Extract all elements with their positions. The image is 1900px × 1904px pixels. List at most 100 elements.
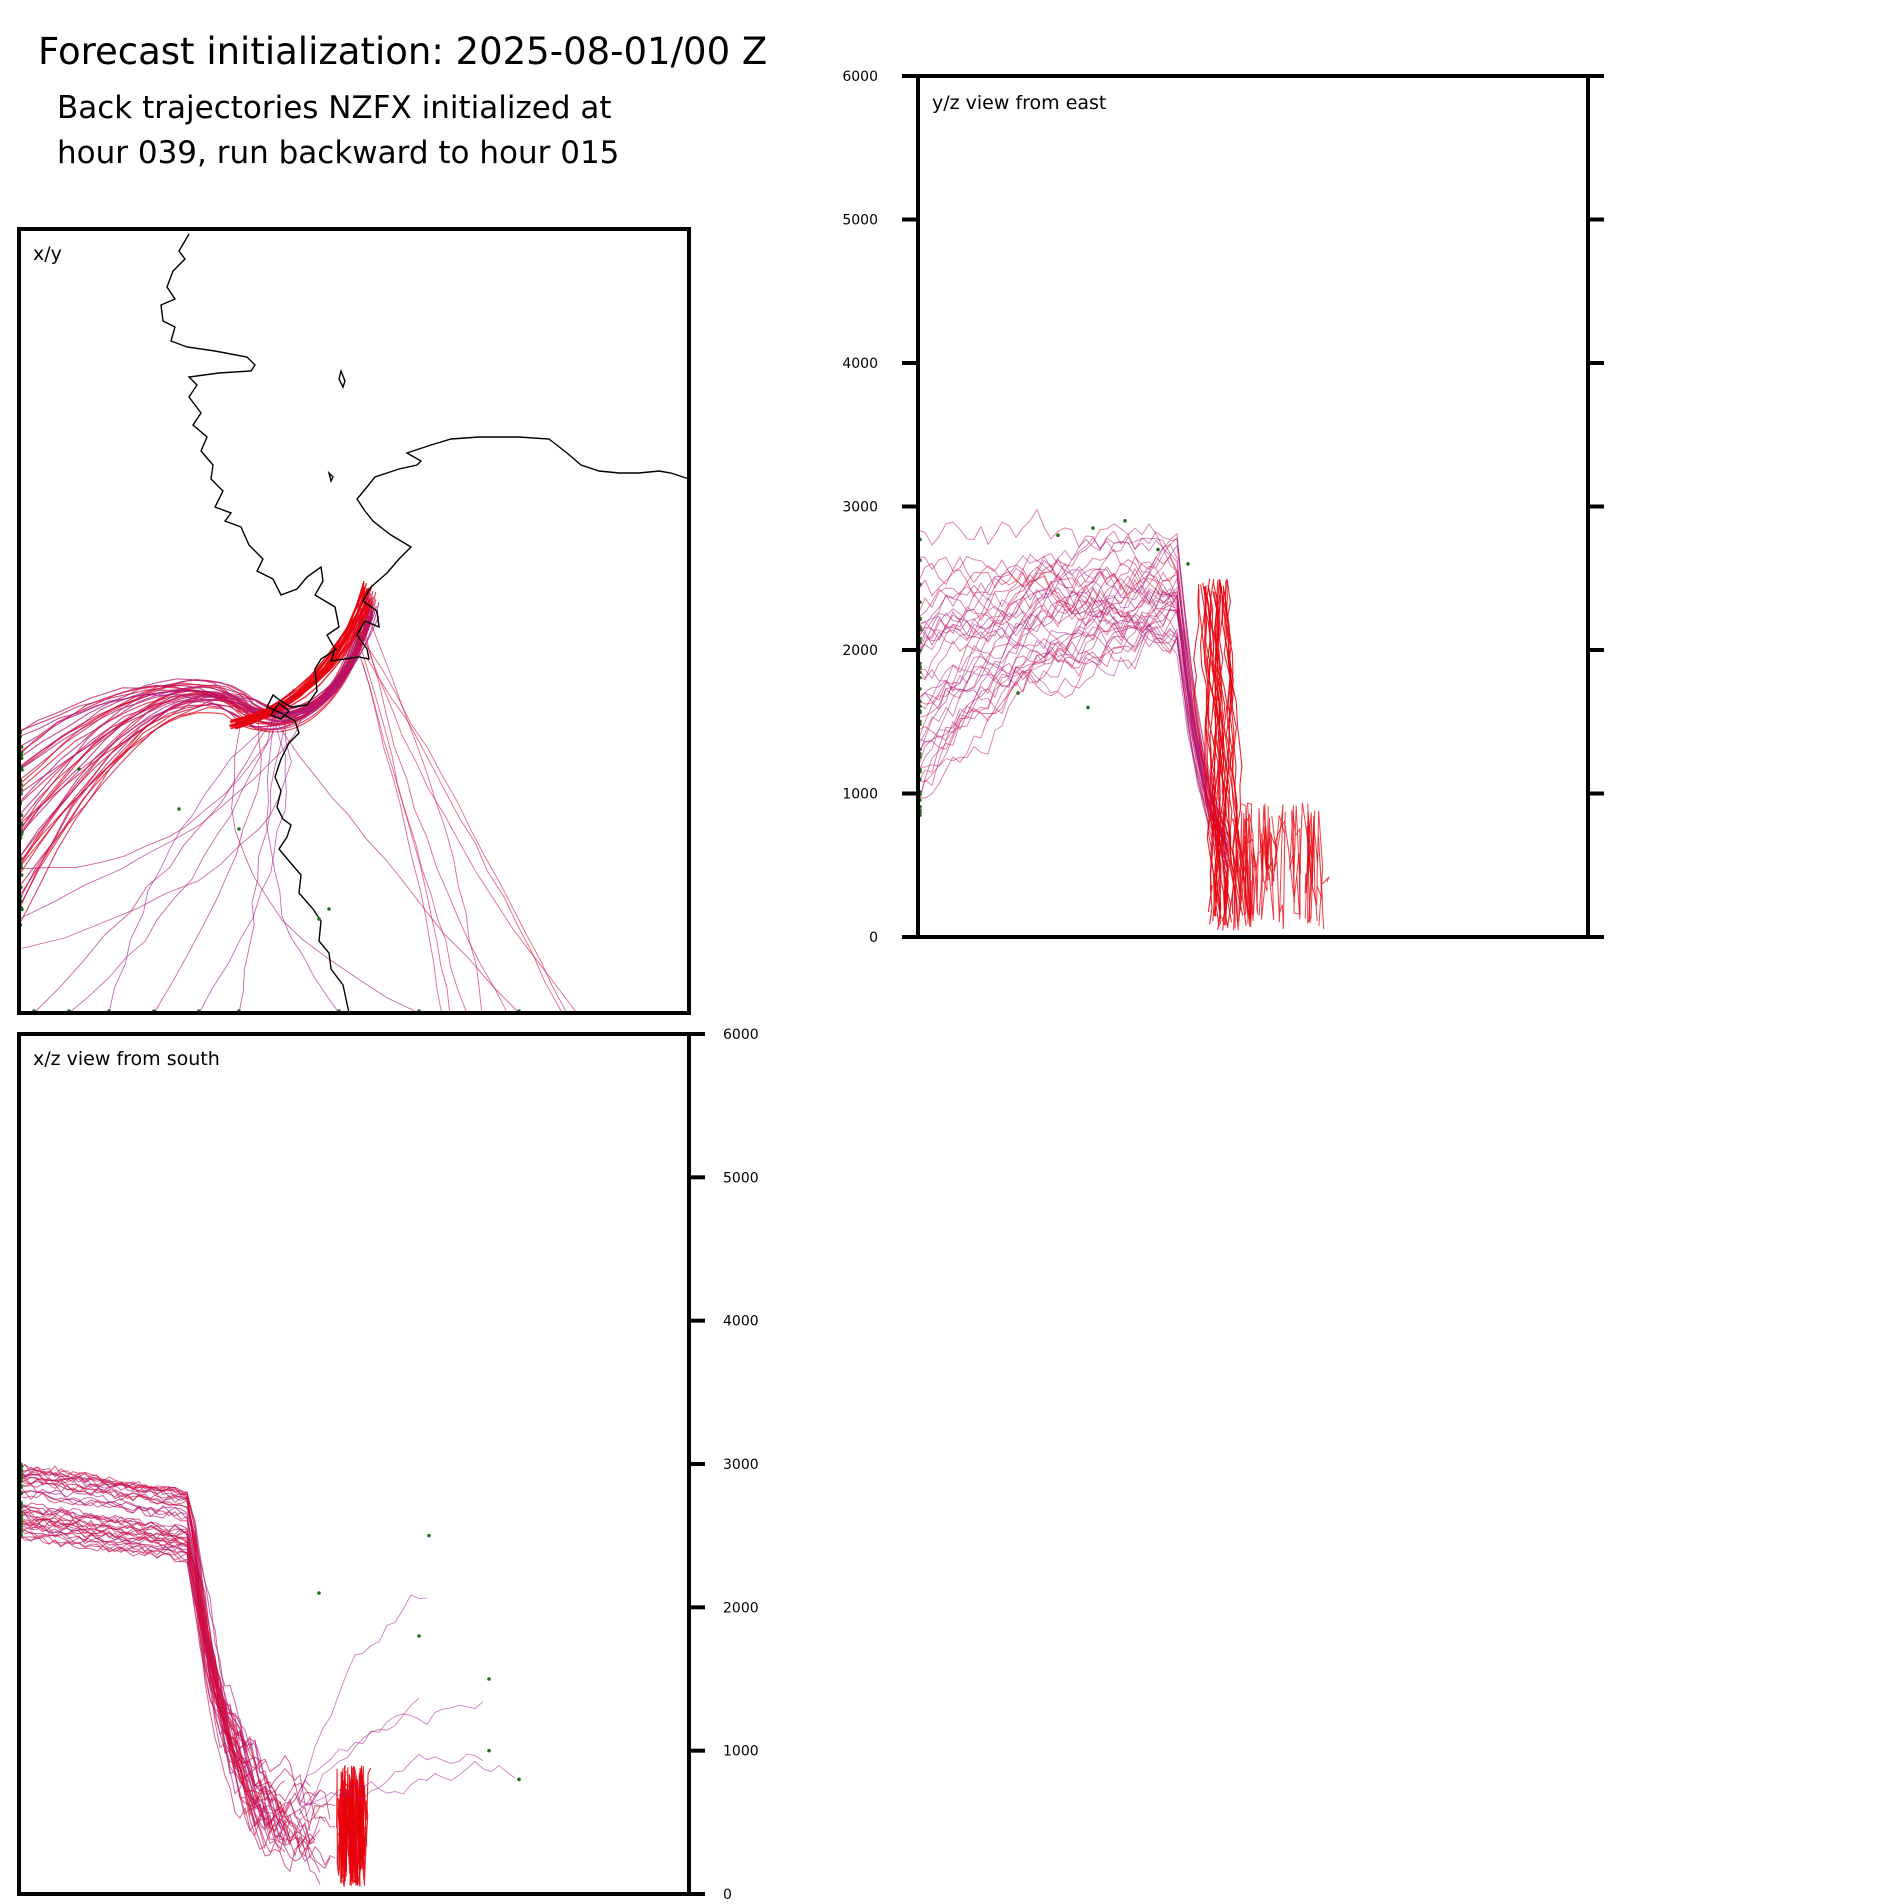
coastline bbox=[160, 233, 690, 1014]
xz-start-marker bbox=[317, 1591, 321, 1595]
xy-trajectory bbox=[18, 721, 292, 950]
yz-start-marker bbox=[1091, 526, 1095, 530]
y-tick-label: 5000 bbox=[842, 213, 878, 229]
yz-trajectory bbox=[917, 543, 1229, 834]
xz-trajectory bbox=[19, 1511, 286, 1842]
xz-trajectory bbox=[18, 1483, 271, 1824]
xz-start-markers bbox=[19, 1462, 521, 1782]
xy-trajectory bbox=[18, 604, 360, 908]
xy-trajectory bbox=[18, 616, 371, 910]
xy-trajectory bbox=[198, 725, 287, 1014]
xy-start-marker bbox=[327, 907, 331, 911]
xy-trajectory bbox=[153, 711, 262, 1014]
xz-trajectory bbox=[18, 1516, 316, 1873]
xy-trajectory bbox=[265, 701, 340, 1014]
xz-trajectory bbox=[18, 1472, 291, 1837]
xy-trajectory bbox=[33, 701, 285, 1014]
y-tick-label: 2000 bbox=[842, 643, 878, 659]
xy-trajectory bbox=[231, 698, 420, 1014]
xz-start-marker bbox=[517, 1777, 521, 1782]
yz-start-marker bbox=[1056, 533, 1060, 537]
xy-trajectory bbox=[18, 614, 374, 902]
yz-trajectory bbox=[1202, 582, 1239, 922]
xy-trajectory bbox=[270, 710, 520, 1014]
yz-trajectory bbox=[1246, 802, 1256, 927]
xy-trajectory bbox=[18, 599, 377, 781]
yz-trajectory bbox=[1245, 807, 1264, 924]
yz-trajectory bbox=[1232, 804, 1243, 927]
yz-trajectory bbox=[917, 615, 1229, 871]
xz-trajectory bbox=[298, 1701, 484, 1792]
xz-trajectory bbox=[18, 1520, 311, 1851]
xy-trajectory bbox=[365, 656, 562, 1012]
y-tick-label: 3000 bbox=[842, 500, 878, 516]
figure-subtitle-line1: Back trajectories NZFX initialized at bbox=[57, 90, 612, 126]
xy-trajectory bbox=[108, 729, 263, 1014]
y-tick-label: 2000 bbox=[723, 1600, 759, 1616]
yz-trajectory bbox=[917, 582, 1229, 841]
yz-trajectory bbox=[917, 538, 1229, 844]
yz-trajectory bbox=[1271, 804, 1284, 923]
yz-y-axis: 0 1000 2000 3000 4000 5000 6000 bbox=[842, 69, 1604, 946]
yz-trajectory bbox=[1204, 586, 1220, 917]
yz-trajectory bbox=[917, 586, 1229, 859]
xy-trajectory bbox=[356, 631, 451, 1014]
xz-trajectory bbox=[18, 1517, 286, 1817]
xz-trajectory bbox=[18, 1478, 301, 1843]
xy-start-marker bbox=[20, 768, 24, 772]
yz-trajectory bbox=[1253, 808, 1263, 915]
y-tick-label: 6000 bbox=[723, 1027, 759, 1043]
xz-trajectory bbox=[18, 1492, 321, 1806]
xz-trajectory bbox=[18, 1536, 261, 1816]
xz-trajectory bbox=[18, 1535, 331, 1820]
xz-start-marker bbox=[487, 1677, 491, 1681]
yz-start-marker bbox=[1186, 562, 1190, 566]
xy-panel-label: x/y bbox=[33, 243, 62, 265]
xz-trajectory bbox=[18, 1506, 266, 1801]
xz-trajectory bbox=[361, 1766, 366, 1870]
xz-y-axis: 0 1000 2000 3000 4000 5000 6000 bbox=[689, 1027, 759, 1903]
yz-trajectory bbox=[917, 605, 1229, 857]
xz-trajectory bbox=[344, 1774, 354, 1874]
yz-trajectory bbox=[917, 567, 1229, 877]
yz-start-marker bbox=[1156, 547, 1160, 552]
yz-trajectory bbox=[1307, 803, 1318, 922]
yz-trajectory bbox=[917, 537, 1229, 847]
y-tick-label: 1000 bbox=[723, 1744, 759, 1760]
xz-trajectories bbox=[18, 1463, 516, 1887]
yz-trajectory bbox=[1292, 805, 1301, 874]
yz-trajectory bbox=[1220, 586, 1244, 916]
y-tick-label: 0 bbox=[869, 930, 878, 946]
xy-trajectory bbox=[236, 588, 368, 723]
y-tick-label: 0 bbox=[723, 1887, 732, 1903]
yz-start-marker bbox=[1086, 705, 1090, 710]
xz-trajectory bbox=[18, 1464, 336, 1828]
xz-trajectory bbox=[338, 1768, 353, 1874]
xy-trajectory bbox=[351, 622, 443, 1014]
yz-panel: 0 1000 2000 3000 4000 5000 6000 y/z view from … bbox=[842, 69, 1604, 946]
xz-panel: 0 1000 2000 3000 4000 5000 6000 x/z view from … bbox=[17, 1027, 759, 1903]
xy-start-marker bbox=[237, 827, 241, 831]
y-tick-label: 4000 bbox=[842, 356, 878, 372]
yz-trajectory bbox=[1217, 583, 1229, 926]
xy-trajectory bbox=[362, 630, 578, 1014]
yz-trajectory bbox=[917, 536, 1229, 853]
xz-trajectory bbox=[298, 1697, 420, 1822]
yz-panel-label: y/z view from east bbox=[932, 92, 1106, 114]
xz-trajectory bbox=[18, 1529, 311, 1815]
xz-trajectory bbox=[298, 1753, 484, 1810]
yz-trajectory bbox=[917, 546, 1229, 846]
yz-start-marker bbox=[1123, 519, 1127, 523]
yz-trajectory bbox=[1243, 816, 1251, 914]
yz-trajectory bbox=[1316, 835, 1330, 930]
xy-trajectory bbox=[360, 612, 508, 1012]
xz-trajectory bbox=[18, 1466, 311, 1857]
figure-subtitle-line2: hour 039, run backward to hour 015 bbox=[57, 135, 620, 171]
xy-trajectory bbox=[18, 618, 361, 888]
xy-trajectory bbox=[18, 591, 368, 876]
xz-trajectory bbox=[336, 1768, 344, 1866]
yz-trajectory bbox=[1206, 578, 1222, 920]
yz-start-marker bbox=[1016, 691, 1020, 695]
y-tick-label: 5000 bbox=[723, 1170, 759, 1186]
xy-trajectory bbox=[362, 662, 467, 1012]
